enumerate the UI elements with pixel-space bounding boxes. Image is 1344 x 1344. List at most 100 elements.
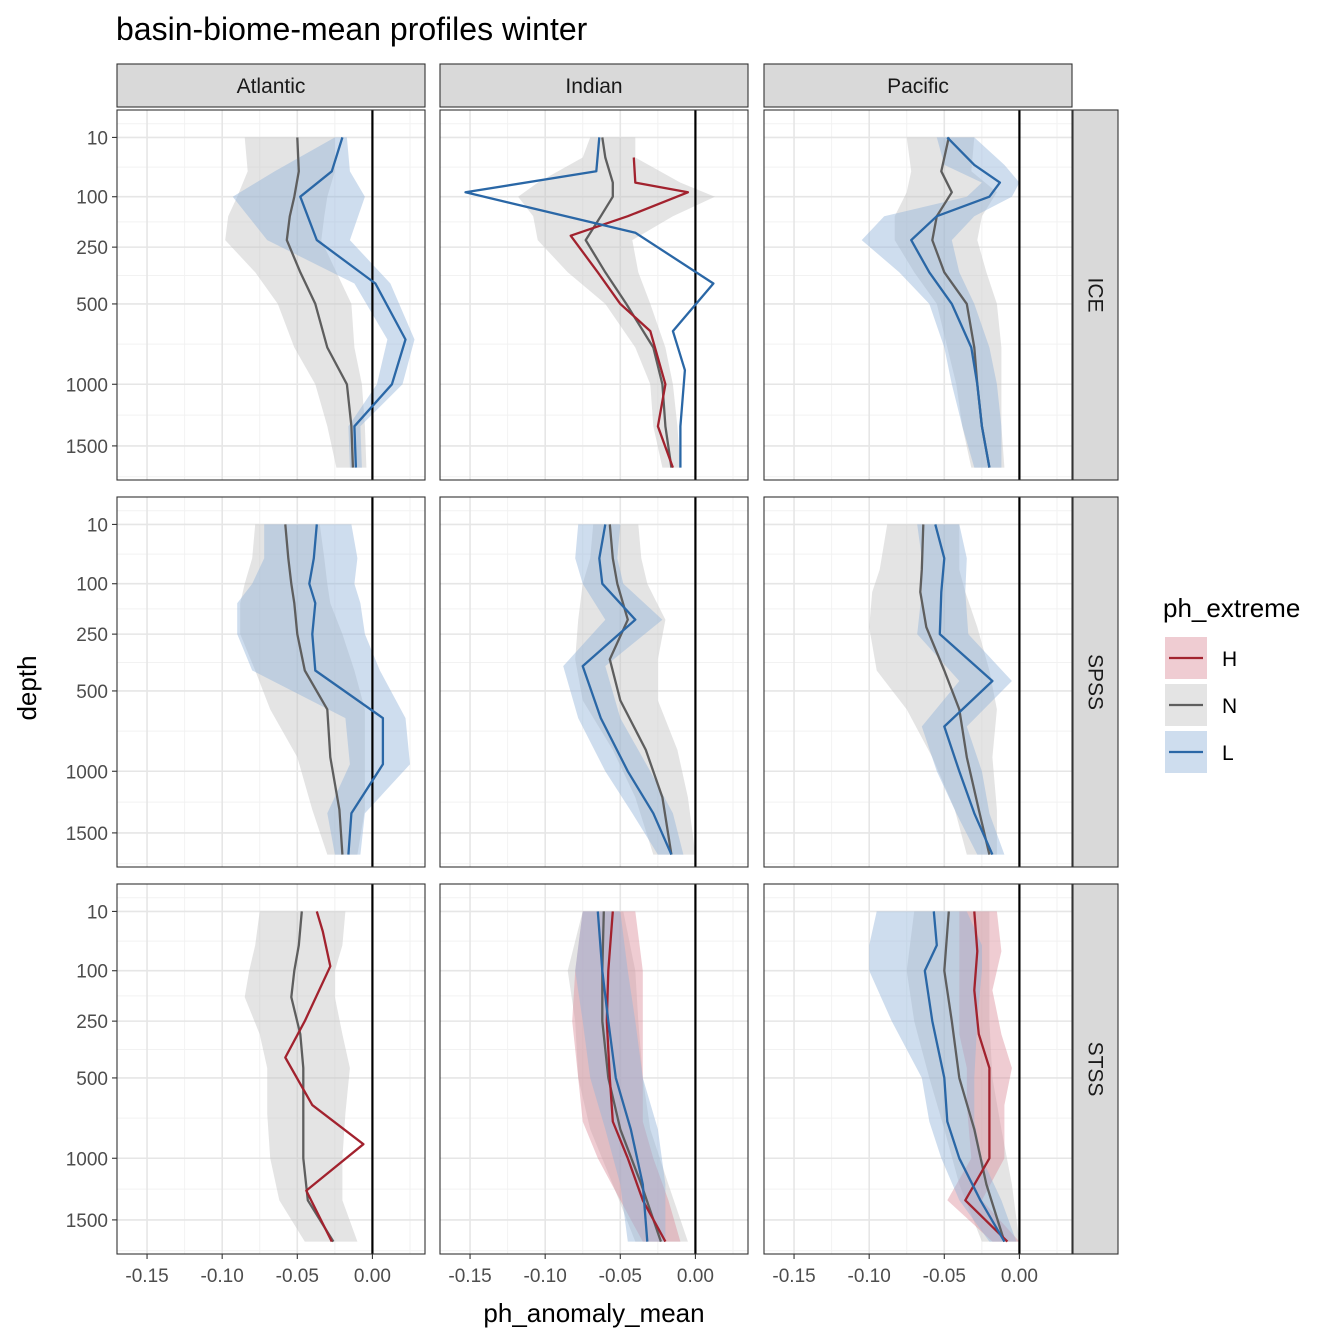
panel-data [567, 884, 697, 1254]
y-tick-label: 100 [76, 575, 108, 596]
panel-background [440, 497, 748, 867]
ribbon-n [225, 137, 367, 468]
series-line-n [290, 911, 335, 1243]
strip-pacific: Pacific [763, 63, 1073, 108]
strip-ice: ICE [1072, 109, 1119, 481]
series-line-l [910, 136, 1002, 468]
y-tick-label: 500 [76, 682, 108, 703]
series-line-n [943, 911, 1006, 1242]
y-tick-label: 1000 [66, 375, 108, 396]
x-tick-label: -0.10 [201, 1266, 244, 1287]
series-line-l [299, 137, 407, 468]
panel-data [464, 110, 715, 480]
series-line-n [584, 137, 673, 468]
legend-label-h: H [1222, 648, 1237, 671]
ribbon-l [237, 524, 410, 855]
panel-border [116, 109, 426, 481]
x-tick-label: -0.05 [923, 1266, 966, 1287]
series-line-l [923, 911, 1006, 1243]
panel-border [763, 496, 1073, 868]
panel-background [440, 884, 748, 1254]
y-tick-label: 250 [76, 1012, 108, 1033]
chart-title: basin-biome-mean profiles winter [116, 11, 588, 47]
y-tick-label: 1000 [66, 762, 108, 783]
panel-data [861, 110, 1021, 480]
panel-pacific-stss [763, 883, 1073, 1259]
legend-item-l: L [1165, 731, 1234, 773]
panel-data [237, 497, 410, 867]
series-line-n [284, 524, 344, 855]
ribbon-n [869, 524, 997, 855]
y-tick-label: 1000 [66, 1149, 108, 1170]
y-tick-label: 500 [76, 295, 108, 316]
y-tick-label: 250 [76, 238, 108, 259]
strip-box [116, 63, 426, 108]
strip-box [1072, 109, 1119, 481]
strip-atlantic: Atlantic [116, 63, 426, 108]
panel-border [116, 883, 426, 1255]
panel-background [764, 497, 1072, 867]
panel-data [244, 884, 374, 1254]
strip-box [1072, 883, 1119, 1255]
y-tick-label: 1500 [66, 437, 108, 458]
panel-border [439, 883, 749, 1255]
series-line-h [569, 157, 690, 468]
strip-label-indian: Indian [565, 75, 622, 98]
strip-label-spss: SPSS [1084, 654, 1107, 710]
series-line-l [581, 524, 673, 856]
panel-pacific-ice [763, 109, 1073, 481]
panel-border [116, 496, 426, 868]
panel-indian-ice [439, 109, 749, 481]
x-tick-label: -0.05 [599, 1266, 642, 1287]
x-tick-label: 0.00 [677, 1266, 714, 1287]
ribbon-l [232, 137, 415, 468]
panel-atlantic-ice: 10 100 250 500 1000 1500 [66, 109, 426, 481]
x-axis-title: ph_anomaly_mean [483, 1298, 704, 1328]
x-tick-label: -0.10 [848, 1266, 891, 1287]
strip-spss: SPSS [1072, 496, 1119, 868]
x-tick-label: -0.05 [276, 1266, 319, 1287]
panel-indian-stss [439, 883, 749, 1259]
panel-atlantic-stss: 10 100 250 500 1000 1500 [66, 883, 426, 1259]
series-line-n [919, 524, 991, 855]
strip-indian: Indian [439, 63, 749, 108]
legend: ph_extreme H N L [1163, 593, 1300, 773]
series-line-l [596, 911, 649, 1242]
strip-box [1072, 496, 1119, 868]
y-axis-title: depth [12, 655, 42, 720]
y-tick-label: 10 [87, 128, 108, 149]
panel-data [563, 497, 697, 867]
ribbon-l [575, 911, 666, 1242]
series-line-h [605, 911, 667, 1243]
strip-label-stss: STSS [1084, 1042, 1107, 1097]
panel-data [869, 884, 1021, 1254]
strip-box [439, 63, 749, 108]
legend-item-h: H [1165, 637, 1237, 679]
panel-pacific-spss [763, 496, 1073, 868]
panel-background [764, 110, 1072, 480]
panel-border [763, 109, 1073, 481]
ribbon-l [563, 524, 684, 855]
ribbon-n [244, 911, 358, 1242]
panel-data [225, 110, 415, 480]
y-tick-label: 1500 [66, 1211, 108, 1232]
ribbon-n [906, 911, 1020, 1242]
strip-label-pacific: Pacific [887, 75, 949, 98]
panel-indian-spss [439, 496, 749, 868]
panel-border [763, 883, 1073, 1255]
x-tick-label: 0.00 [1001, 1266, 1038, 1287]
y-tick-label: 10 [87, 902, 108, 923]
x-tick-label: -0.15 [448, 1266, 491, 1287]
x-axis-tick-labels: -0.15 -0.10 -0.05 0.00 -0.15 -0.10 -0.05 0.00 -0… [125, 1266, 1038, 1287]
y-tick-label: 500 [76, 1069, 108, 1090]
ribbon-l [861, 137, 1020, 468]
panel-border [439, 109, 749, 481]
y-tick-label: 250 [76, 625, 108, 646]
panel-background [117, 110, 425, 480]
legend-label-n: N [1222, 695, 1237, 718]
series-line-n [608, 524, 673, 855]
ribbon-h [947, 911, 1020, 1242]
x-tick-label: 0.00 [354, 1266, 391, 1287]
strip-box [763, 63, 1073, 108]
panel-background [117, 497, 425, 867]
